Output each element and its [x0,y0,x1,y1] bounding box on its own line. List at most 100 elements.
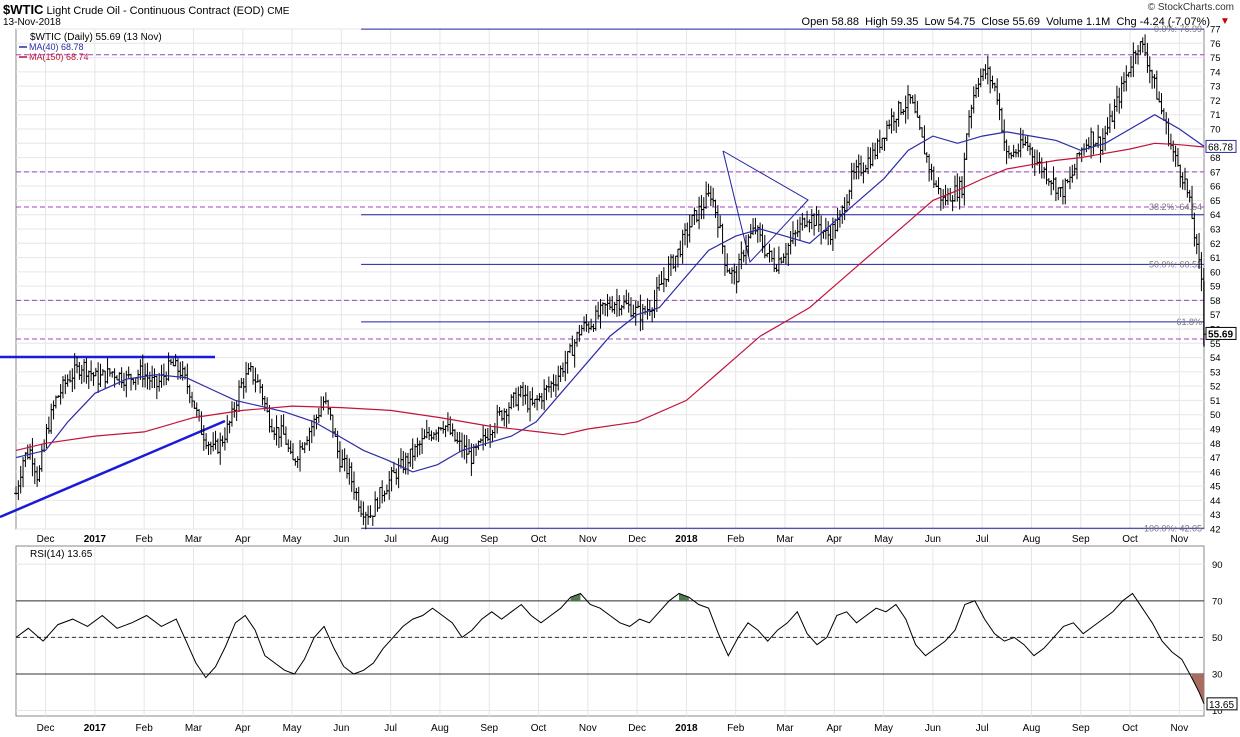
x-tick-label: Sep [480,534,498,545]
legend-ma150: MA(150) 68.74 [29,52,89,62]
x-tick-label: May [874,534,893,545]
y-tick-label: 54 [1210,353,1221,364]
y-tick-label: 61 [1210,253,1221,264]
x-tick-label-rsi: Nov [579,723,597,734]
y-tick-label: 45 [1210,482,1221,493]
price-bars [14,34,1206,530]
x-tick-label-rsi: 2018 [675,723,698,734]
x-tick-label-rsi: May [283,723,302,734]
x-tick-label: Apr [235,534,251,545]
x-tick-label: Nov [1170,534,1188,545]
fib-label: 61.8% [1176,317,1202,327]
trendline-support [0,419,226,519]
x-tick-label: Nov [579,534,597,545]
y-tick-label: 47 [1210,453,1221,464]
x-tick-label: Feb [136,534,154,545]
legend-rsi: RSI(14) 13.65 [30,549,93,560]
price-panel-frame [15,28,1205,530]
x-tick-label-rsi: Feb [136,723,154,734]
x-tick-label: Oct [531,534,547,545]
fib-label: 50.0%: 60.52 [1149,259,1202,269]
x-tick-label: Oct [1122,534,1138,545]
x-tick-label: Jul [976,534,989,545]
ma40-line [15,114,1205,473]
last-price-box [1205,326,1237,340]
y-tick-label: 51 [1210,396,1221,407]
chart-date: 13-Nov-2018 [3,17,61,28]
y-tick-label: 52 [1210,382,1221,393]
y-tick-label: 44 [1210,496,1221,507]
x-tick-label: Jun [333,534,349,545]
x-tick-label-rsi: Jun [333,723,349,734]
x-tick-label-rsi: Aug [1023,723,1041,734]
y-tick-label: 63 [1210,225,1221,236]
x-tick-label: Aug [1023,534,1041,545]
y-tick-label: 70 [1210,125,1221,136]
x-tick-label-rsi: Dec [628,723,646,734]
y-tick-label: 60 [1210,267,1221,278]
legend-price: $WTIC (Daily) 55.69 (13 Nov) [30,32,162,43]
x-tick-label: Mar [776,534,794,545]
fib-label: 100.0%: 42.05 [1144,523,1202,533]
x-tick-label-rsi: Apr [235,723,251,734]
rsi-y-tick-label: 10 [1212,706,1223,717]
fib-label: 0.0%: 76.99 [1154,24,1202,34]
x-tick-label-rsi: Oct [1122,723,1138,734]
x-tick-label-rsi: Apr [827,723,843,734]
ohlc-summary: Open 58.88 High 59.35 Low 54.75 Close 55… [802,16,1210,28]
x-tick-label-rsi: Aug [431,723,449,734]
y-tick-label: 74 [1210,67,1221,78]
x-tick-label-rsi: 2017 [84,723,107,734]
rsi-last-label: 13.65 [1209,700,1234,711]
y-tick-label: 73 [1210,82,1221,93]
rsi-last-box [1206,697,1238,711]
y-tick-label: 42 [1210,525,1221,536]
x-tick-label: Jul [384,534,397,545]
chart-title: $WTIC Light Crude Oil - Continuous Contr… [3,2,289,17]
rsi-layer [15,592,1205,704]
y-tick-label: 72 [1210,96,1221,107]
x-tick-label: 2017 [84,534,107,545]
x-tick-label: Aug [431,534,449,545]
x-tick-label: May [283,534,302,545]
brand-label: © StockCharts.com [1147,2,1234,13]
y-tick-label: 75 [1210,53,1221,64]
y-tick-label: 64 [1210,210,1221,221]
description: Light Crude Oil - Continuous Contract (E… [46,5,265,17]
moving-averages [15,114,1205,473]
x-tick-label: Dec [628,534,646,545]
y-tick-label: 46 [1210,467,1221,478]
ma40-end-box [1205,139,1237,153]
x-tick-label: Jun [925,534,941,545]
x-tick-label: Apr [827,534,843,545]
x-tick-label: Mar [185,534,203,545]
y-tick-label: 77 [1210,25,1221,36]
rsi-overbought-fill [679,593,689,601]
y-tick-label: 66 [1210,182,1221,193]
y-tick-label: 53 [1210,367,1221,378]
rsi-y-tick-label: 30 [1212,669,1223,680]
x-tick-label-rsi: Jul [976,723,989,734]
rsi-overbought-fill [570,593,581,601]
x-tick-label-rsi: Sep [1072,723,1090,734]
legend-ma40: MA(40) 68.78 [29,42,84,52]
x-tick-label: 2018 [675,534,698,545]
y-tick-label: 76 [1210,39,1221,50]
x-tick-label-rsi: Mar [185,723,203,734]
x-tick-label: Dec [37,534,55,545]
rsi-y-tick-label: 70 [1212,596,1223,607]
trendlines [0,150,809,519]
y-tick-label: 67 [1210,167,1221,178]
y-tick-label: 68 [1210,153,1221,164]
x-tick-label: Sep [1072,534,1090,545]
exchange: CME [267,6,290,17]
x-tick-label-rsi: Feb [727,723,745,734]
legend: $WTIC (Daily) 55.69 (13 Nov) MA(40) 68.7… [19,32,162,560]
x-tick-label-rsi: May [874,723,893,734]
rsi-line [15,592,1205,704]
y-tick-label: 58 [1210,296,1221,307]
triangle-pattern [722,150,809,264]
y-tick-label: 48 [1210,439,1221,450]
y-tick-label: 55 [1210,339,1221,350]
